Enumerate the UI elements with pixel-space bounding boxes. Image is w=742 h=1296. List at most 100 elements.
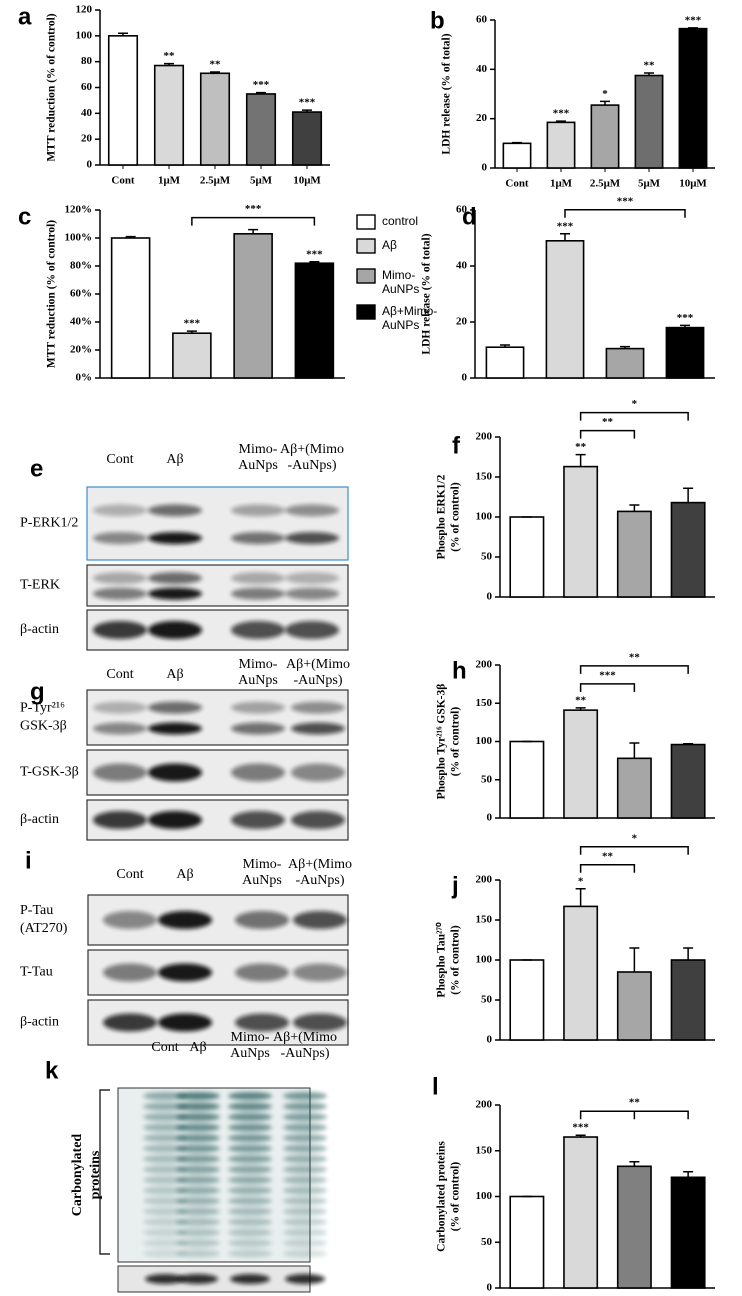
- significance-label: **: [575, 441, 587, 453]
- lane-label: Cont: [106, 667, 133, 682]
- protein-band: [283, 1165, 327, 1174]
- protein-band: [93, 763, 147, 782]
- bar: [563, 709, 599, 819]
- y-axis-label: (% of control): [450, 482, 462, 552]
- protein-band: [93, 811, 147, 829]
- bar-chart: h Phospho Tyr²¹⁶ GSK-3β (% of control) 0 50 1…: [436, 651, 715, 824]
- protein-band: [228, 1165, 272, 1174]
- protein-band: [228, 1186, 272, 1195]
- legend-entry: control: [382, 214, 418, 228]
- significance-label: ***: [306, 248, 323, 260]
- protein-band: [148, 763, 202, 782]
- protein-band: [231, 811, 285, 829]
- x-tick-label: 2.5μM: [200, 175, 231, 187]
- protein-band: [176, 1144, 220, 1153]
- y-tick-label: 60%: [70, 288, 92, 300]
- bar: [616, 757, 652, 819]
- protein-band: [145, 1274, 185, 1284]
- protein-band: [283, 1092, 327, 1100]
- protein-band: [285, 621, 339, 639]
- protein-band: [228, 1207, 272, 1216]
- protein-band: [228, 1102, 272, 1111]
- legend-label: Mimo-AuNPs: [382, 268, 420, 296]
- y-axis-label: Carbonylated proteins: [436, 1141, 448, 1252]
- row-label: P-ERK1/2: [20, 516, 78, 531]
- error-bar: [118, 32, 128, 36]
- lane-label: Mimo-: [239, 657, 278, 672]
- y-tick-label: 40: [456, 260, 468, 272]
- panel-letter: g: [30, 678, 45, 705]
- protein-band: [293, 911, 347, 929]
- bar: [509, 516, 545, 598]
- bar: [107, 35, 139, 166]
- error-bar: [256, 91, 266, 94]
- lane-label: -AuNps): [296, 873, 345, 888]
- bar: [485, 346, 525, 379]
- protein-band: [158, 911, 212, 929]
- protein-band: [235, 1013, 289, 1032]
- y-axis-label: Phospho ERK1/2: [436, 474, 448, 559]
- y-tick-label: 0: [462, 372, 468, 384]
- error-bar: [575, 453, 586, 467]
- protein-band: [148, 811, 202, 829]
- lane-label: Aβ+(Mimo: [273, 1030, 337, 1045]
- bar: [616, 971, 652, 1041]
- row-label: (AT270): [20, 921, 68, 936]
- error-bar: [629, 504, 640, 512]
- protein-band: [93, 701, 147, 714]
- error-bar: [680, 324, 690, 328]
- error-bar: [512, 141, 522, 144]
- lane-label: Mimo-: [231, 1030, 270, 1045]
- panel-letter: k: [45, 1057, 59, 1084]
- blot-strip: [86, 486, 349, 561]
- y-tick-label: 150: [476, 1144, 493, 1156]
- protein-band: [283, 1239, 327, 1247]
- row-label: T-Tau: [20, 965, 53, 980]
- protein-band: [231, 587, 285, 600]
- y-axis-label: MTT reduction (% of control): [46, 220, 58, 368]
- protein-band: [231, 763, 285, 782]
- protein-band: [176, 1123, 220, 1132]
- protein-band: [93, 532, 147, 545]
- panel-letter: i: [25, 847, 32, 874]
- lane-label: Aβ: [166, 452, 183, 467]
- lane-label: Cont: [106, 452, 133, 467]
- protein-band: [231, 621, 285, 639]
- protein-band: [285, 504, 339, 517]
- protein-band: [148, 532, 202, 545]
- protein-band: [228, 1123, 272, 1132]
- significance-label: ***: [685, 14, 702, 26]
- protein-band: [143, 1144, 187, 1153]
- error-bar: [575, 888, 586, 907]
- lane-label: AuNps: [242, 873, 282, 888]
- bar: [172, 332, 212, 379]
- error-bar: [164, 62, 174, 66]
- lane-label: Cont: [151, 1040, 178, 1055]
- bar: [233, 233, 273, 379]
- error-bar: [629, 742, 640, 759]
- protein-band: [230, 1274, 270, 1284]
- protein-band: [291, 811, 345, 829]
- y-tick-label: 200: [476, 659, 493, 671]
- protein-band: [93, 621, 147, 639]
- y-axis-label: (% of control): [450, 707, 462, 777]
- y-axis-label: Phospho Tau²⁷⁰: [435, 922, 448, 998]
- significance-label: ***: [253, 79, 270, 91]
- bar: [110, 237, 151, 379]
- bar: [509, 959, 545, 1041]
- error-bar: [683, 1171, 694, 1178]
- bar: [153, 64, 185, 166]
- protein-band: [228, 1239, 272, 1247]
- protein-band: [148, 572, 202, 585]
- significance-label: ***: [677, 312, 694, 324]
- y-tick-label: 50: [481, 1236, 493, 1248]
- significance-label: **: [164, 50, 176, 62]
- western-blot: g Cont Aβ Mimo-AuNps Aβ+(Mimo-AuNps) P-Tyr²¹⁶…: [20, 657, 350, 841]
- protein-band: [143, 1228, 187, 1237]
- y-tick-label: 100: [76, 29, 93, 41]
- x-tick-label: Cont: [111, 175, 135, 187]
- x-tick-label: 10μM: [293, 175, 321, 187]
- error-bar: [186, 330, 197, 334]
- significance-bracket: [579, 1110, 689, 1120]
- protein-band: [158, 963, 212, 982]
